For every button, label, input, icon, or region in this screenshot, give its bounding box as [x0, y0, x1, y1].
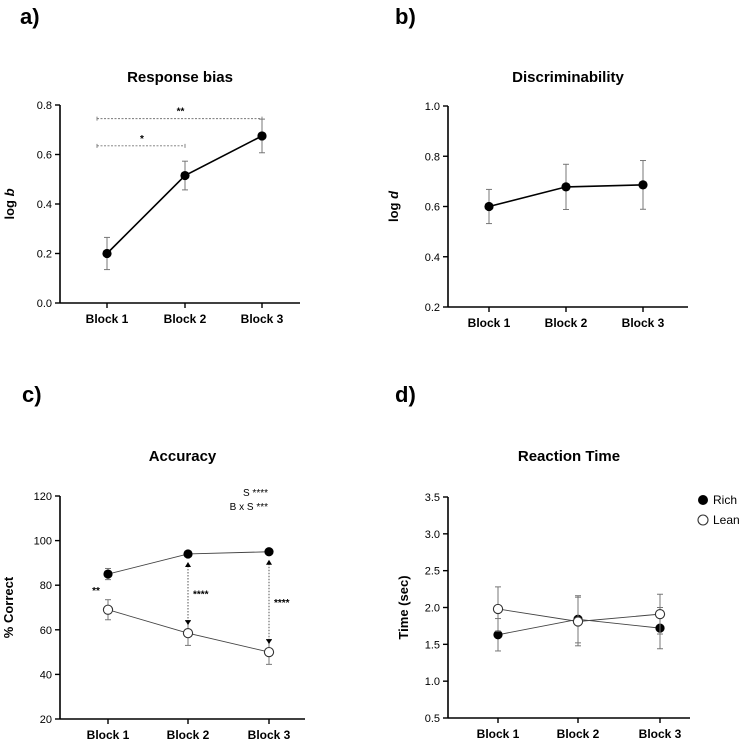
arrow-head	[266, 639, 272, 645]
y-tick-label: 120	[34, 491, 52, 503]
x-tick-label: Block 3	[622, 316, 665, 330]
y-tick-label: 0.5	[425, 713, 440, 725]
data-point	[638, 180, 648, 190]
series-line-response-bias	[106, 135, 263, 255]
data-point	[484, 201, 494, 212]
y-tick-label: 1.0	[425, 676, 440, 688]
arrow-head	[185, 561, 191, 567]
chart-title: Response bias	[127, 69, 233, 86]
data-point	[492, 603, 504, 615]
y-axis-label: Time (sec)	[396, 575, 411, 639]
chart-response-bias: Response bias log b 0.0 0.2 0.4 0.6 0.8 Block 1…	[2, 69, 300, 326]
x-tick-label: Block 1	[87, 728, 130, 739]
data-point	[264, 547, 274, 557]
legend-label: Lean	[713, 513, 740, 527]
x-tick-label: Block 3	[639, 727, 682, 739]
annotation-text: B x S ***	[230, 502, 268, 513]
y-tick-label: 0.2	[37, 249, 52, 261]
data-point	[263, 646, 275, 658]
data-point	[654, 608, 666, 620]
panel-letter-b: b)	[395, 4, 416, 29]
y-axis-label: log d	[386, 190, 401, 222]
arrow-head	[266, 559, 272, 565]
y-tick-label: 3.5	[425, 492, 440, 504]
y-tick-label: 0.4	[37, 199, 52, 211]
y-axis-label: log b	[2, 188, 17, 219]
y-tick-label: 0.0	[37, 298, 52, 310]
x-tick-label: Block 2	[167, 728, 210, 739]
panel-letter-c: c)	[22, 382, 42, 407]
y-tick-label: 100	[34, 536, 52, 548]
panel-letter-a: a)	[20, 4, 40, 29]
y-tick-label: 2.5	[425, 566, 440, 578]
y-tick-label: 1.5	[425, 639, 440, 651]
x-tick-label: Block 1	[468, 316, 511, 330]
chart-accuracy: Accuracy % Correct 20 40 60 80 100 120 Block 1 Bl…	[1, 448, 305, 739]
data-point	[257, 131, 267, 141]
pairwise-label: ****	[274, 598, 290, 609]
data-point	[182, 627, 194, 639]
panel-letter-d: d)	[395, 382, 416, 407]
data-point	[102, 248, 112, 259]
y-axis-label: % Correct	[1, 576, 16, 638]
data-point	[103, 569, 113, 579]
x-tick-label: Block 2	[557, 727, 600, 739]
y-tick-label: 0.6	[425, 202, 440, 214]
legend-marker	[698, 495, 708, 505]
y-tick-label: 1.0	[425, 101, 440, 113]
pairwise-label: **	[92, 586, 100, 597]
y-tick-label: 0.2	[425, 302, 440, 314]
x-tick-label: Block 1	[477, 727, 520, 739]
y-tick-label: 0.4	[425, 252, 440, 264]
y-tick-label: 0.6	[37, 150, 52, 162]
y-tick-label: 40	[40, 669, 52, 681]
x-tick-label: Block 2	[164, 312, 207, 326]
chart-title: Discriminability	[512, 69, 624, 86]
legend-marker	[697, 514, 709, 526]
data-point	[493, 630, 503, 640]
arrow-head	[185, 620, 191, 626]
data-point	[572, 616, 584, 627]
y-tick-label: 20	[40, 714, 52, 726]
significance-label: **	[177, 107, 185, 118]
chart-discriminability: Discriminability log d 0.2 0.4 0.6 0.8 1.0 Bloc…	[386, 69, 688, 330]
chart-title: Reaction Time	[518, 448, 620, 465]
chart-reaction-time: Reaction Time Time (sec) 0.5 1.0 1.5 2.0 2.5 3.…	[396, 448, 740, 739]
chart-title: Accuracy	[149, 448, 217, 465]
y-tick-label: 2.0	[425, 603, 440, 615]
data-point	[183, 549, 193, 559]
y-tick-label: 60	[40, 625, 52, 637]
significance-label: *	[140, 134, 144, 145]
data-point	[180, 170, 190, 181]
data-point	[561, 182, 571, 192]
x-tick-label: Block 3	[248, 728, 291, 739]
y-tick-label: 0.8	[37, 100, 52, 112]
data-point	[102, 604, 114, 615]
y-tick-label: 80	[40, 580, 52, 592]
x-tick-label: Block 3	[241, 312, 284, 326]
x-tick-label: Block 1	[86, 312, 129, 326]
legend-label: Rich	[713, 493, 737, 507]
y-tick-label: 0.8	[425, 151, 440, 163]
pairwise-label: ****	[193, 590, 209, 601]
x-tick-label: Block 2	[545, 316, 588, 330]
annotation-text: S ****	[243, 488, 268, 499]
y-tick-label: 3.0	[425, 529, 440, 541]
